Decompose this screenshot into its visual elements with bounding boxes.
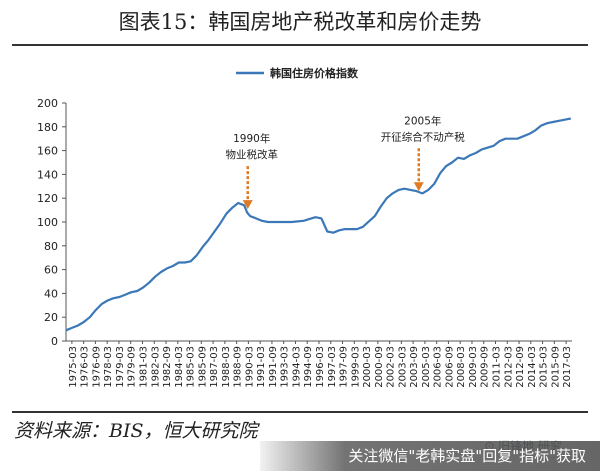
x-tick-label: 1991-09 [268, 346, 279, 388]
title-divider [12, 44, 588, 46]
x-tick-label: 2014-03 [527, 346, 538, 388]
x-tick-label: 1984-03 [174, 346, 185, 388]
annotation-year: 2005年 [404, 114, 441, 127]
x-tick-label: 1976-09 [91, 346, 102, 388]
source-divider [12, 411, 588, 413]
legend-label: 韩国住房价格指数 [270, 66, 359, 80]
x-tick-label: 2000-09 [374, 346, 385, 388]
x-tick-label: 2003-09 [409, 346, 420, 388]
x-tick-label: 1994-09 [303, 346, 314, 388]
watermark-banner: 关注微信"老韩实盘"回复"指标"获取 [0, 441, 600, 471]
x-tick-label: 2002-03 [386, 346, 397, 388]
x-tick-label: 1979-03 [115, 346, 126, 388]
x-tick-label: 1993-03 [280, 346, 291, 388]
y-tick-label: 200 [37, 97, 58, 110]
y-tick-label: 160 [37, 145, 58, 158]
page-title: 图表15：韩国房地产税改革和房价走势 [118, 10, 482, 34]
x-tick-label: 1991-03 [256, 346, 267, 388]
y-tick-label: 60 [44, 264, 58, 277]
x-tick-label: 1975-03 [68, 346, 79, 388]
series-line [65, 117, 572, 332]
x-tick-label: 1981-03 [138, 346, 149, 388]
x-tick-label: 2009-03 [468, 346, 479, 388]
y-tick-label: 100 [37, 216, 58, 229]
y-tick-label: 0 [51, 335, 58, 348]
x-tick-label: 1999-03 [350, 346, 361, 388]
x-tick-label: 2015-03 [539, 346, 550, 388]
x-tick-label: 2006-09 [444, 346, 455, 388]
annotation-arrow-head [242, 200, 253, 210]
x-tick-label: 1997-09 [339, 346, 350, 388]
x-tick-label: 2000-03 [362, 346, 373, 388]
x-tick-label: 1997-03 [327, 346, 338, 388]
watermark-text: 关注微信"老韩实盘"回复"指标"获取 [348, 447, 586, 465]
annotation-arrow-head [413, 182, 424, 192]
x-tick-label: 1982-09 [162, 346, 173, 388]
x-tick-label: 1985-03 [186, 346, 197, 388]
x-tick-label: 1994-03 [291, 346, 302, 388]
x-tick-label: 2006-03 [433, 346, 444, 388]
annotation-label: 物业税改革 [225, 148, 278, 161]
y-tick-label: 140 [37, 168, 58, 181]
x-tick-label: 1988-09 [233, 346, 244, 388]
x-tick-label: 1985-09 [197, 346, 208, 388]
x-tick-label: 2015-09 [550, 346, 561, 388]
x-tick-label: 1978-03 [103, 346, 114, 388]
x-tick-label: 1979-09 [127, 346, 138, 388]
y-tick-label: 180 [37, 121, 58, 134]
x-tick-label: 2012-03 [503, 346, 514, 388]
watermark-bar [260, 441, 600, 471]
annotation-year: 1990年 [233, 132, 270, 145]
x-tick-label: 1982-03 [150, 346, 161, 388]
x-tick-label: 2005-03 [421, 346, 432, 388]
x-tick-label: 2008-03 [456, 346, 467, 388]
x-tick-label: 1987-03 [209, 346, 220, 388]
y-tick-label: 120 [37, 192, 58, 205]
x-tick-label: 1988-03 [221, 346, 232, 388]
x-tick-label: 2003-03 [397, 346, 408, 388]
x-tick-label: 2009-09 [480, 346, 491, 388]
y-tick-label: 80 [44, 240, 58, 253]
source-note: 资料来源：BIS，恒大研究院 [14, 420, 258, 442]
x-tick-label: 2011-03 [492, 346, 503, 388]
y-tick-label: 20 [44, 311, 58, 324]
x-tick-label: 2017-03 [562, 346, 573, 388]
annotation-label: 开征综合不动产税 [381, 130, 465, 143]
x-tick-label: 2012-09 [515, 346, 526, 388]
x-tick-label: 1990-03 [244, 346, 255, 388]
x-tick-label: 1996-03 [315, 346, 326, 388]
x-tick-label: 1976-03 [80, 346, 91, 388]
y-tick-label: 40 [44, 287, 58, 300]
